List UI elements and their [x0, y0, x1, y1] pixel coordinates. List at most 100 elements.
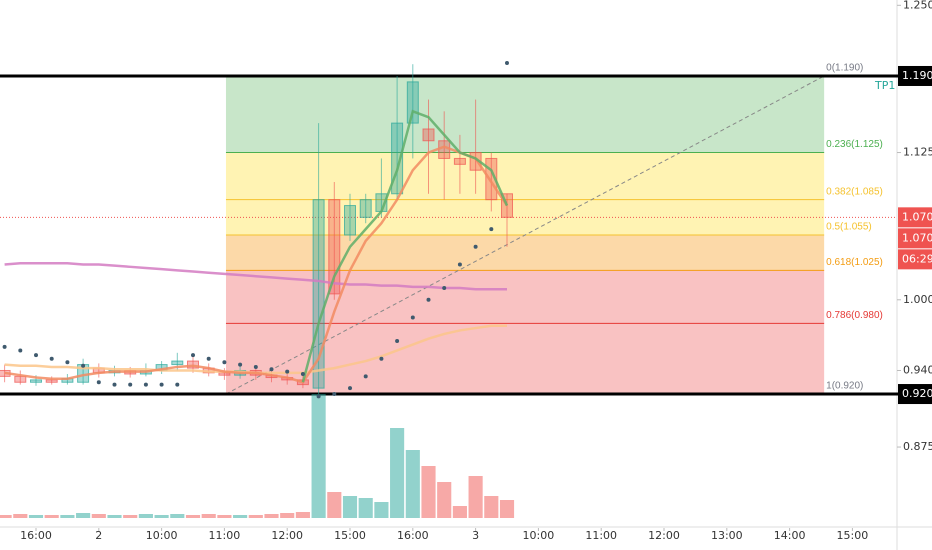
volume-bar — [468, 476, 483, 518]
x-tick-label: 12:00 — [648, 529, 680, 542]
fib-label: 0.5(1.055) — [826, 222, 872, 233]
volume-bar — [13, 514, 28, 518]
sar-dot — [379, 356, 384, 361]
sar-dot — [143, 382, 148, 387]
candle-body — [422, 128, 435, 142]
volume-bar — [358, 498, 373, 518]
price-label: 0.920 — [902, 387, 932, 400]
candle-body — [171, 360, 184, 366]
volume-bar — [138, 514, 153, 518]
annotation: TP1 — [874, 79, 895, 92]
x-tick-label: 2 — [95, 529, 102, 542]
sar-dot — [128, 382, 133, 387]
sar-dot — [285, 369, 290, 374]
volume-bar — [185, 515, 201, 518]
volume-bar — [405, 450, 420, 518]
sar-dot — [363, 374, 368, 379]
volume-bar — [28, 515, 44, 518]
volume-bar — [44, 515, 59, 518]
sar-dot — [49, 356, 54, 361]
x-tick-label: 14:00 — [774, 529, 806, 542]
moving-average — [4, 145, 509, 384]
fib-label: 0.618(1.025) — [826, 257, 883, 268]
volume-bar — [390, 428, 405, 518]
y-tick-label: 1.000 — [903, 293, 932, 306]
sar-dot — [457, 262, 462, 267]
candle-body — [30, 379, 42, 383]
fib-band — [225, 235, 825, 271]
volume-bar — [327, 492, 342, 518]
sar-dot — [222, 360, 227, 365]
x-tick-label: 15:00 — [334, 529, 366, 542]
sar-dot — [65, 360, 70, 365]
fib-label: 1(0.920) — [826, 381, 863, 392]
sar-dot — [442, 286, 447, 291]
x-tick-label: 11:00 — [209, 529, 241, 542]
sar-dot — [253, 364, 258, 369]
price-label-box — [898, 228, 932, 249]
x-tick-label: 10:00 — [523, 529, 555, 542]
x-tick-label: 11:00 — [585, 529, 617, 542]
x-tick-label: 16:00 — [20, 529, 52, 542]
sar-dot — [316, 394, 321, 399]
fib-label: 0.382(1.085) — [826, 186, 883, 197]
sar-dot — [348, 386, 353, 391]
volume-bar — [233, 515, 248, 518]
sar-dot — [18, 348, 23, 353]
volume-bar — [295, 512, 310, 518]
fib-label: 0.236(1.125) — [826, 139, 883, 150]
y-tick-label: 0.940 — [903, 363, 932, 376]
price-label: 1.070 — [902, 210, 932, 223]
moving-average — [4, 262, 508, 291]
sar-dot — [300, 372, 305, 377]
sar-dot — [269, 367, 274, 372]
sar-dot — [159, 382, 164, 387]
sar-dot — [81, 363, 86, 368]
sar-dot — [473, 244, 478, 249]
volume-bar — [499, 500, 515, 518]
sar-dot — [175, 382, 180, 387]
fib-label: 0.786(0.980) — [826, 310, 883, 321]
volume-bar — [452, 506, 467, 518]
sar-dot — [395, 339, 400, 344]
y-tick-label: 0.875 — [903, 440, 932, 453]
sar-dot — [206, 356, 211, 361]
sar-dot — [489, 227, 494, 232]
sar-dot — [505, 61, 510, 66]
x-tick-label: 12:00 — [271, 529, 303, 542]
candle-body — [406, 81, 419, 124]
sar-dot — [2, 344, 7, 349]
volume-bar — [107, 515, 122, 518]
moving-average — [301, 109, 509, 383]
volume-bar — [170, 514, 185, 518]
sar-dot — [332, 392, 337, 397]
candle-body — [453, 157, 466, 165]
fib-label: 0(1.190) — [826, 63, 863, 74]
volume-bar — [123, 515, 138, 518]
volume-bar — [437, 482, 452, 518]
fib-band — [225, 75, 825, 153]
candle-body — [328, 199, 341, 295]
volume-bar — [264, 514, 279, 518]
volume-bar — [374, 502, 389, 518]
candle-body — [312, 199, 325, 389]
candle-body — [14, 375, 27, 383]
price-label-box — [898, 384, 932, 405]
sar-dot — [96, 380, 101, 385]
volume-bar — [484, 496, 499, 518]
sar-dot — [191, 353, 196, 358]
price-label: 1.190 — [902, 69, 932, 82]
candle-body — [344, 205, 356, 236]
candle-body — [45, 379, 58, 383]
y-tick-label: 1.125 — [903, 146, 932, 159]
candle-body — [438, 140, 451, 159]
candle-body — [391, 122, 404, 195]
price-label: 1.070 — [902, 231, 932, 244]
candle-body — [359, 199, 372, 218]
volume-bar — [342, 496, 358, 518]
volume-bar — [201, 514, 216, 518]
sar-dot — [34, 353, 39, 358]
x-tick-label: 15:00 — [837, 529, 869, 542]
volume-bar — [217, 515, 232, 518]
